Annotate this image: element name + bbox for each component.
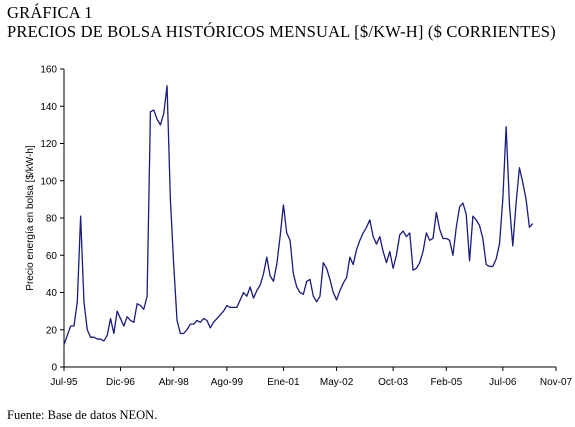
y-tick-label: 0 [51,363,57,374]
y-axis: 0 20 40 60 80 100 120 140 160 [40,65,65,374]
y-tick-label: 60 [46,251,58,262]
y-tick-label: 120 [40,139,57,150]
source-note: Fuente: Base de datos NEON. [7,408,158,422]
x-axis: Jul-95 Dic-96 Abr-98 Ago-99 Ene-01 May-02 Oct-… [50,366,573,388]
x-tick-label: Jul-06 [489,377,517,388]
y-tick-label: 100 [40,176,57,187]
y-tick-label: 40 [46,288,58,299]
y-axis-label: Precio energía en bolsa [$/kW-h] [25,145,36,291]
y-tick-label: 80 [46,214,58,225]
chart-heading: GRÁFICA 1 [7,3,93,22]
x-tick-label: Feb-05 [430,377,462,388]
x-tick-label: Ene-01 [267,377,300,388]
x-tick-label: Jul-95 [50,377,78,388]
y-tick-label: 140 [40,102,57,113]
series-line-group [63,85,534,345]
chart-title: PRECIOS DE BOLSA HISTÓRICOS MENSUAL [$/K… [7,22,556,41]
x-tick-label: Abr-98 [159,377,189,388]
x-tick-label: Nov-07 [540,377,573,388]
x-tick-label: Oct-03 [378,377,408,388]
x-tick-label: May-02 [320,377,354,388]
x-tick-label: Dic-96 [106,377,135,388]
x-tick-label: Ago-99 [211,377,244,388]
y-tick-label: 160 [40,65,57,76]
price-series-line [63,85,534,345]
y-tick-label: 20 [46,325,58,336]
